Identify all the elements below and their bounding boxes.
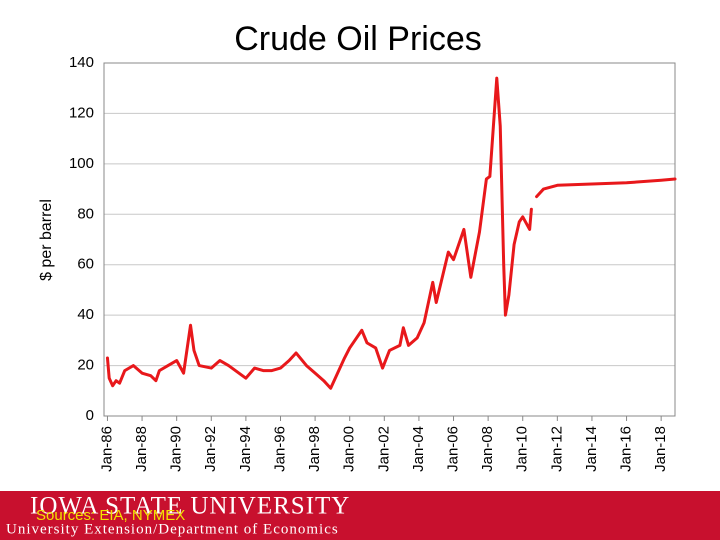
y-axis-label: $ per barrel xyxy=(38,199,55,281)
y-tick-label: 60 xyxy=(77,256,94,273)
y-tick-label: 20 xyxy=(77,357,94,374)
x-tick-label: Jan-96 xyxy=(271,426,288,472)
x-tick-label: Jan-18 xyxy=(652,426,669,472)
x-tick-label: Jan-10 xyxy=(514,426,531,472)
plot-frame xyxy=(103,62,676,417)
y-tick-label: 40 xyxy=(77,306,94,323)
x-tick-label: Jan-94 xyxy=(237,426,254,472)
x-tick-label: Jan-08 xyxy=(479,426,496,472)
y-tick-label: 0 xyxy=(86,407,94,424)
y-tick-label: 100 xyxy=(69,155,94,172)
source-note: Sources: EIA, NYMEX xyxy=(36,507,185,524)
university-name: IOWA STATE UNIVERSITY xyxy=(30,493,350,520)
x-tick-label: Jan-88 xyxy=(133,426,150,472)
x-tick-label: Jan-92 xyxy=(202,426,219,472)
x-tick-label: Jan-98 xyxy=(306,426,323,472)
x-tick-label: Jan-06 xyxy=(444,426,461,472)
price-line xyxy=(105,76,533,390)
x-tick-label: Jan-86 xyxy=(98,426,115,472)
y-tick-label: 120 xyxy=(69,104,94,121)
price-line xyxy=(535,177,677,199)
y-tick-label: 140 xyxy=(69,54,94,71)
x-tick-label: Jan-02 xyxy=(375,426,392,472)
x-tick-label: Jan-04 xyxy=(410,426,427,472)
y-tick-label: 80 xyxy=(77,205,94,222)
x-tick-label: Jan-16 xyxy=(618,426,635,472)
x-tick-label: Jan-90 xyxy=(168,426,185,472)
department-name: University Extension/Department of Econo… xyxy=(6,521,339,537)
chart-title: Crude Oil Prices xyxy=(234,20,482,58)
x-tick-label: Jan-12 xyxy=(548,426,565,472)
x-tick-label: Jan-00 xyxy=(341,426,358,472)
footer-band xyxy=(0,491,720,540)
x-tick-label: Jan-14 xyxy=(583,426,600,472)
